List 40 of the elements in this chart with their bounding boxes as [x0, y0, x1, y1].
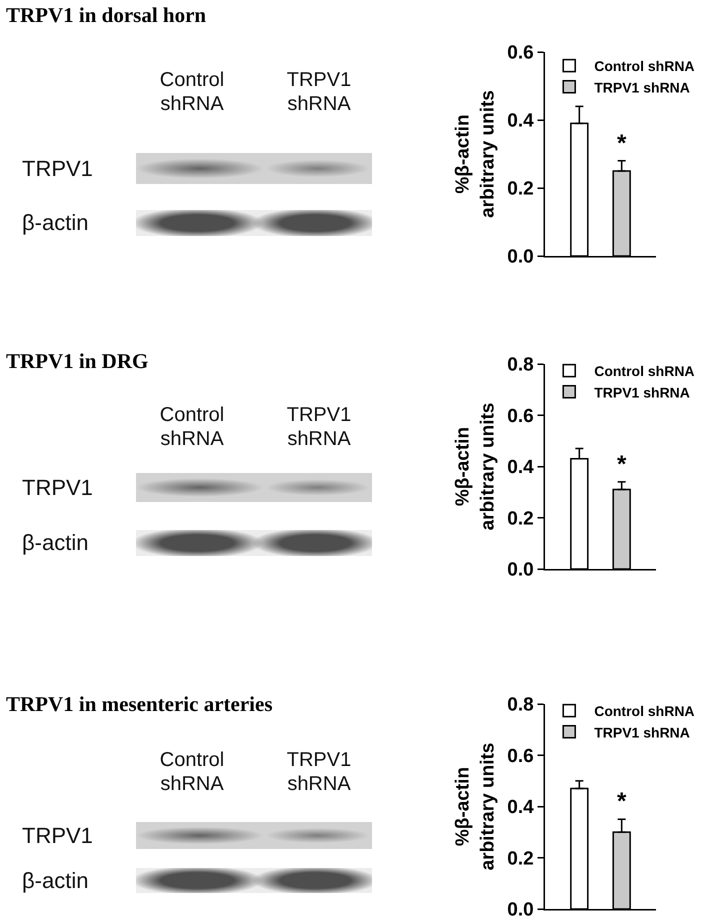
legend-label: TRPV1 shRNA	[594, 79, 690, 96]
text: TRPV1 in DRG	[6, 349, 148, 373]
legend-label: TRPV1 shRNA	[594, 384, 690, 400]
text: TRPV1 in mesenteric arteries	[6, 692, 272, 716]
legend-label: Control shRNA	[594, 703, 695, 720]
text: β-actin	[22, 210, 88, 236]
y-tick-label: 0.8	[507, 694, 534, 716]
text: β-actin	[22, 868, 88, 894]
text: TRPV1 shRNA	[286, 403, 352, 451]
y-tick-label: 0.4	[507, 110, 534, 132]
y-tick-label: 0.8	[507, 354, 534, 376]
y-axis-title: %β-actin arbitrary units	[452, 742, 498, 870]
annotation: *	[617, 788, 627, 815]
text: TRPV1 shRNA	[286, 68, 352, 116]
annotation: *	[617, 130, 627, 157]
annotation: *	[617, 451, 627, 478]
legend-label: Control shRNA	[594, 58, 695, 74]
y-tick-label: 0.6	[507, 746, 534, 767]
text: Control shRNA	[160, 748, 224, 796]
text: TRPV1 shRNA	[286, 748, 352, 796]
text: TRPV1	[22, 822, 93, 848]
y-tick-label: 0.0	[507, 560, 534, 581]
y-tick-label: 0.2	[507, 508, 534, 530]
y-axis-title: %β-actin arbitrary units	[452, 402, 498, 530]
y-tick-label: 0.4	[507, 457, 534, 478]
text: TRPV1 in dorsal horn	[6, 3, 206, 27]
text: Control shRNA	[160, 403, 224, 451]
text: TRPV1	[22, 156, 93, 182]
y-tick-label: 0.2	[507, 178, 534, 200]
text: Control shRNA	[160, 68, 224, 116]
y-tick-label: 0.4	[507, 797, 534, 818]
y-tick-label: 0.6	[507, 406, 534, 427]
legend-label: TRPV1 shRNA	[594, 724, 690, 740]
y-tick-label: 0.0	[507, 900, 534, 921]
text: β-actin	[22, 530, 88, 556]
legend-label: Control shRNA	[594, 363, 695, 380]
y-axis-title: %β-actin arbitrary units	[452, 90, 498, 218]
y-tick-label: 0.6	[507, 42, 534, 64]
text: TRPV1	[22, 474, 93, 500]
y-tick-label: 0.2	[507, 848, 534, 870]
